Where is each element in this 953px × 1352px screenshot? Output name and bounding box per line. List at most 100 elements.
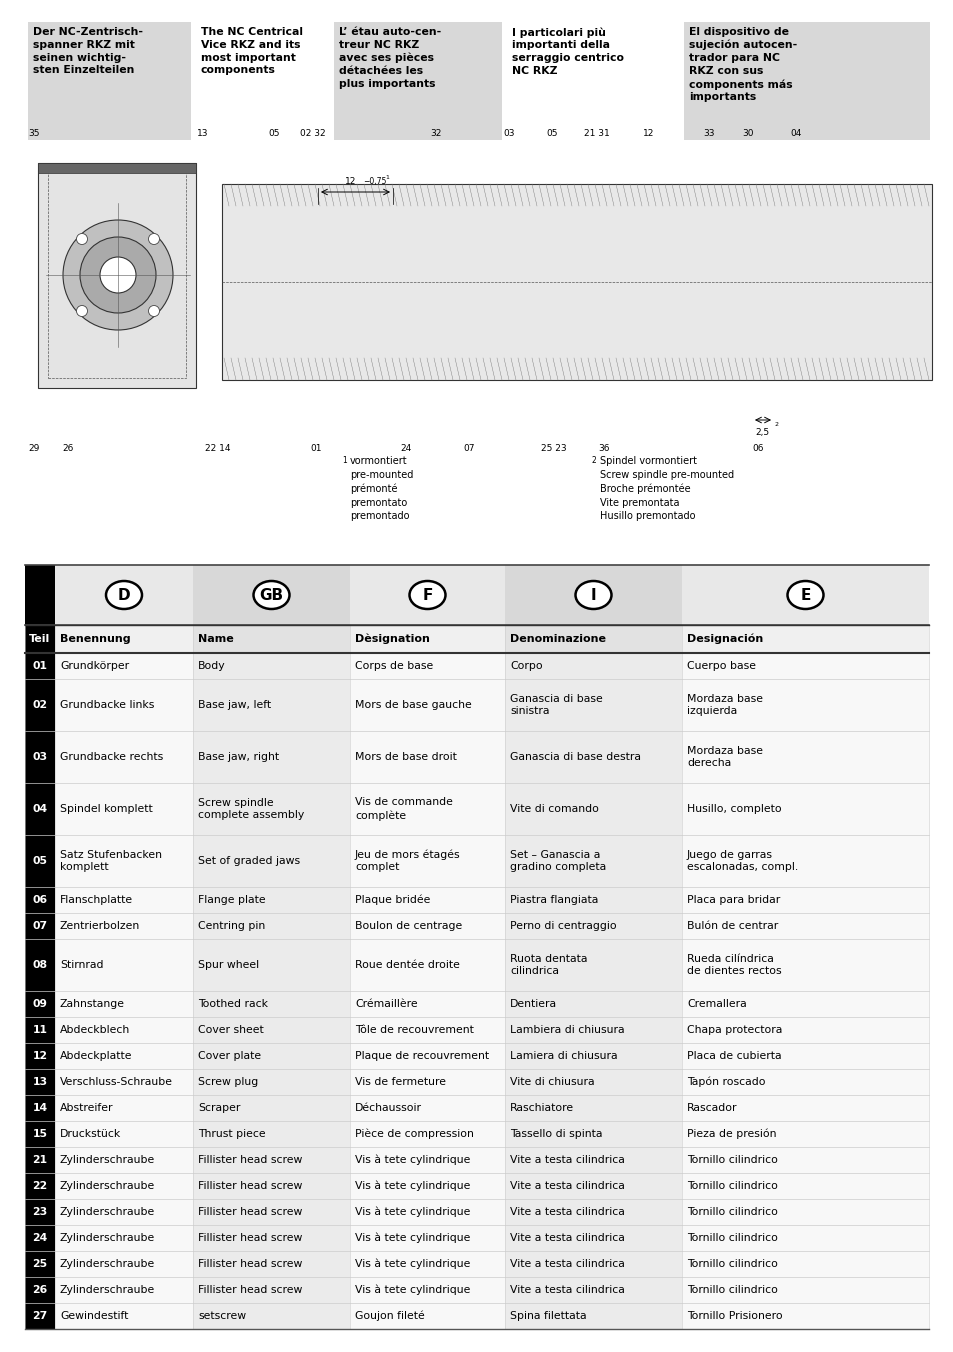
Bar xyxy=(506,22,679,141)
Text: Stirnrad: Stirnrad xyxy=(60,960,103,969)
Text: Zahnstange: Zahnstange xyxy=(60,999,125,1009)
Bar xyxy=(681,1095,928,1121)
Bar xyxy=(222,184,931,380)
Bar xyxy=(25,1146,55,1174)
Text: 01: 01 xyxy=(32,661,48,671)
Bar xyxy=(350,1121,504,1146)
Bar xyxy=(193,783,350,836)
Bar xyxy=(504,1146,681,1174)
Bar xyxy=(504,1174,681,1199)
Bar xyxy=(25,1199,55,1225)
Text: Fillister head screw: Fillister head screw xyxy=(198,1284,302,1295)
Text: Base jaw, right: Base jaw, right xyxy=(198,752,279,763)
Text: E: E xyxy=(800,588,810,603)
Bar xyxy=(681,679,928,731)
Bar xyxy=(350,731,504,783)
Bar xyxy=(504,1303,681,1329)
Bar xyxy=(681,913,928,940)
Text: 12: 12 xyxy=(32,1051,48,1061)
Text: Spina filettata: Spina filettata xyxy=(510,1311,586,1321)
Bar xyxy=(193,1174,350,1199)
Text: Set of graded jaws: Set of graded jaws xyxy=(198,856,300,867)
Bar xyxy=(681,731,928,783)
Bar xyxy=(504,679,681,731)
Text: Vis à tete cylindrique: Vis à tete cylindrique xyxy=(355,1233,470,1244)
Text: 29: 29 xyxy=(28,443,39,453)
Text: 2: 2 xyxy=(774,422,779,427)
Text: 03: 03 xyxy=(32,752,48,763)
Bar xyxy=(55,1017,193,1042)
Text: Pieza de presión: Pieza de presión xyxy=(686,1129,776,1140)
Text: Chapa protectora: Chapa protectora xyxy=(686,1025,781,1036)
Text: Verschluss-Schraube: Verschluss-Schraube xyxy=(60,1078,172,1087)
Text: −0,75: −0,75 xyxy=(363,177,387,187)
Bar xyxy=(504,625,681,653)
Text: Tôle de recouvrement: Tôle de recouvrement xyxy=(355,1025,474,1036)
Text: 22: 22 xyxy=(32,1182,48,1191)
Text: Rascador: Rascador xyxy=(686,1103,737,1113)
Bar xyxy=(55,1042,193,1069)
Text: Set – Ganascia a
gradino completa: Set – Ganascia a gradino completa xyxy=(510,850,605,872)
Bar xyxy=(681,940,928,991)
Text: Mors de base gauche: Mors de base gauche xyxy=(355,700,471,710)
Text: Cover sheet: Cover sheet xyxy=(198,1025,263,1036)
Bar xyxy=(25,1121,55,1146)
Bar xyxy=(193,940,350,991)
Bar xyxy=(25,1017,55,1042)
Bar xyxy=(25,679,55,731)
Text: 05: 05 xyxy=(32,856,48,867)
Bar xyxy=(38,162,195,388)
Text: vormontiert
pre-mounted
prémonté
premontato
premontado: vormontiert pre-mounted prémonté premont… xyxy=(350,456,413,521)
Text: Zylinderschraube: Zylinderschraube xyxy=(60,1284,155,1295)
Bar xyxy=(681,1303,928,1329)
Bar xyxy=(681,1069,928,1095)
Bar xyxy=(683,22,929,141)
Bar xyxy=(681,1146,928,1174)
Bar xyxy=(504,1121,681,1146)
Text: Vite a testa cilindrica: Vite a testa cilindrica xyxy=(510,1207,624,1217)
Bar xyxy=(193,1095,350,1121)
Text: 03: 03 xyxy=(502,128,514,138)
Bar xyxy=(350,1042,504,1069)
Text: Base jaw, left: Base jaw, left xyxy=(198,700,271,710)
Bar xyxy=(504,1042,681,1069)
Bar xyxy=(350,783,504,836)
Text: Goujon fileté: Goujon fileté xyxy=(355,1310,424,1321)
Text: Plaque de recouvrement: Plaque de recouvrement xyxy=(355,1051,489,1061)
Bar xyxy=(25,1278,55,1303)
Ellipse shape xyxy=(106,581,142,608)
Bar xyxy=(681,1199,928,1225)
Text: El dispositivo de
sujeción autocen-
trador para NC
RKZ con sus
components más
im: El dispositivo de sujeción autocen- trad… xyxy=(688,27,797,103)
Circle shape xyxy=(80,237,156,314)
Bar xyxy=(681,1278,928,1303)
Text: 26: 26 xyxy=(62,443,73,453)
Text: 25: 25 xyxy=(32,1259,48,1270)
Text: 1: 1 xyxy=(341,456,346,465)
Text: I: I xyxy=(590,588,596,603)
Text: 02: 02 xyxy=(32,700,48,710)
Bar xyxy=(350,1278,504,1303)
Text: Scraper: Scraper xyxy=(198,1103,240,1113)
Text: Cover plate: Cover plate xyxy=(198,1051,261,1061)
Bar xyxy=(193,653,350,679)
Text: Vis à tete cylindrique: Vis à tete cylindrique xyxy=(355,1180,470,1191)
Bar xyxy=(193,565,350,625)
Bar xyxy=(193,625,350,653)
Text: Fillister head screw: Fillister head screw xyxy=(198,1155,302,1165)
Bar xyxy=(350,991,504,1017)
Circle shape xyxy=(63,220,172,330)
Text: Abdeckplatte: Abdeckplatte xyxy=(60,1051,132,1061)
Text: Lambiera di chiusura: Lambiera di chiusura xyxy=(510,1025,624,1036)
Text: Plaque bridée: Plaque bridée xyxy=(355,895,430,906)
Text: Tornillo cilindrico: Tornillo cilindrico xyxy=(686,1233,777,1242)
Bar xyxy=(55,1146,193,1174)
Ellipse shape xyxy=(786,581,822,608)
Bar xyxy=(681,1121,928,1146)
Bar xyxy=(25,1225,55,1251)
Text: Mordaza base
izquierda: Mordaza base izquierda xyxy=(686,694,762,717)
Text: Fillister head screw: Fillister head screw xyxy=(198,1207,302,1217)
Bar xyxy=(55,887,193,913)
Bar xyxy=(193,1121,350,1146)
Bar xyxy=(193,836,350,887)
Text: Thrust piece: Thrust piece xyxy=(198,1129,265,1138)
